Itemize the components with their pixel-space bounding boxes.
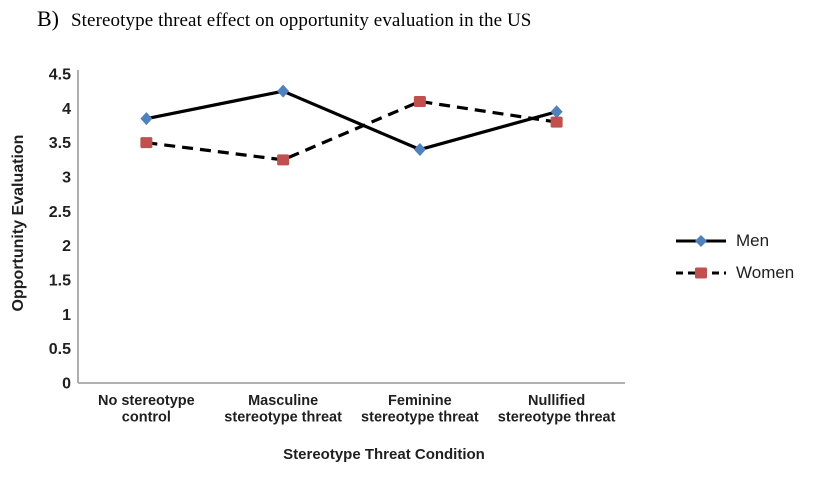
y-tick-label: 2.5: [49, 204, 71, 221]
legend-item-men: Men: [675, 231, 794, 251]
y-tick-label: 2: [62, 238, 71, 255]
panel-label: B): [37, 6, 59, 31]
men-sample-marker: [695, 235, 707, 247]
x-category-label: Masculine: [248, 393, 318, 409]
women-marker: [413, 95, 426, 107]
legend-label-women: Women: [736, 263, 795, 282]
legend: Men Women: [675, 231, 794, 283]
x-category-label: stereotype threat: [361, 410, 479, 426]
women-series-line: [146, 99, 557, 162]
legend-label-men: Men: [736, 231, 770, 250]
y-tick-label: 3: [62, 170, 71, 187]
women-line-sample-icon: [676, 267, 726, 279]
x-category-label: Feminine: [388, 393, 452, 409]
chart-title: B) Stereotype threat effect on opportunit…: [37, 6, 531, 32]
x-category-label: Nullified: [528, 393, 585, 409]
y-tick-label: 4.5: [49, 67, 71, 84]
men-marker: [140, 112, 153, 126]
men-line-sample-icon: [676, 235, 726, 247]
women-marker: [140, 137, 153, 149]
x-axis-title: Stereotype Threat Condition: [283, 446, 485, 463]
legend-item-women: Women: [675, 263, 794, 283]
y-tick-label: 3.5: [49, 135, 71, 152]
men-marker: [413, 143, 426, 157]
y-tick-label: 1.5: [49, 273, 71, 290]
women-sample-marker: [695, 267, 707, 279]
x-category-label: stereotype threat: [224, 410, 342, 426]
men-marker: [277, 84, 290, 98]
x-category-label: control: [122, 410, 171, 426]
men-marker: [550, 105, 563, 119]
chart-title-text: Stereotype threat effect on opportunity …: [71, 10, 532, 31]
women-marker: [550, 116, 563, 128]
x-category-label: No stereotype: [98, 393, 195, 409]
women-marker: [277, 154, 290, 166]
y-tick-label: 0.5: [49, 341, 71, 358]
men-series-line: [146, 89, 558, 152]
y-tick-label: 1: [62, 307, 71, 324]
y-tick-label: 4: [62, 101, 71, 118]
x-category-label: stereotype threat: [498, 410, 616, 426]
y-tick-label: 0: [62, 376, 71, 393]
